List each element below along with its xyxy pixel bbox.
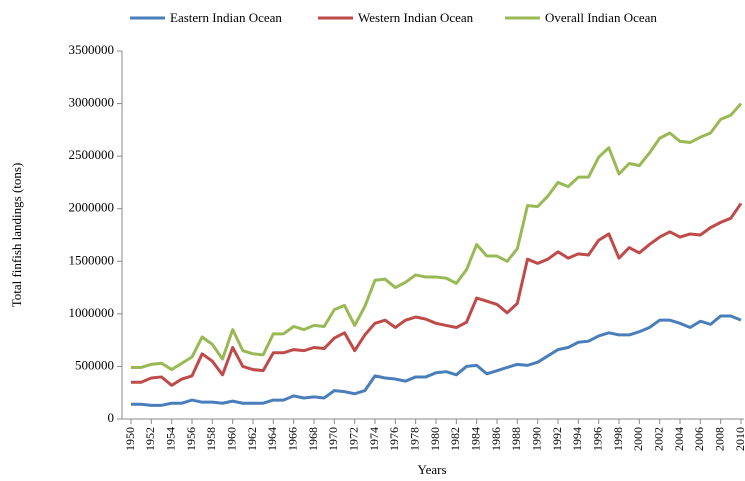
x-tick-label: 2010 bbox=[733, 427, 745, 451]
x-tick-label: 1960 bbox=[224, 427, 238, 451]
y-tick-label: 1000000 bbox=[69, 305, 115, 320]
x-tick-label: 1982 bbox=[448, 427, 462, 451]
x-tick-label: 1990 bbox=[529, 427, 543, 451]
y-axis-label: Total finfish landings (tons) bbox=[9, 163, 24, 308]
x-tick-label: 1978 bbox=[407, 427, 421, 451]
x-tick-label: 1986 bbox=[489, 427, 503, 451]
series-line bbox=[131, 202, 743, 387]
x-axis-label: Years bbox=[417, 462, 446, 477]
x-tick-label: 1950 bbox=[123, 427, 137, 451]
series-line bbox=[131, 102, 743, 372]
legend-label: Eastern Indian Ocean bbox=[170, 10, 282, 25]
y-tick-label: 2500000 bbox=[69, 147, 115, 162]
x-tick-label: 1962 bbox=[245, 427, 259, 451]
x-tick-label: 1968 bbox=[306, 427, 320, 451]
y-tick-label: 3500000 bbox=[69, 42, 115, 57]
x-tick-label: 2008 bbox=[712, 427, 726, 451]
x-tick-label: 1956 bbox=[184, 427, 198, 451]
x-tick-label: 1996 bbox=[590, 427, 604, 451]
series-line bbox=[131, 314, 742, 407]
x-tick-label: 1992 bbox=[550, 427, 564, 451]
x-tick-label: 1974 bbox=[367, 427, 381, 451]
x-tick-label: 1984 bbox=[468, 427, 482, 451]
x-tick-label: 1994 bbox=[570, 427, 584, 451]
x-tick-label: 2006 bbox=[692, 427, 706, 451]
legend-label: Western Indian Ocean bbox=[358, 10, 474, 25]
y-tick-label: 0 bbox=[108, 410, 115, 425]
legend-label: Overall Indian Ocean bbox=[545, 10, 657, 25]
x-tick-label: 1998 bbox=[611, 427, 625, 451]
x-tick-label: 1954 bbox=[163, 427, 177, 451]
x-tick-label: 1976 bbox=[387, 427, 401, 451]
x-tick-label: 1980 bbox=[428, 427, 442, 451]
y-tick-label: 2000000 bbox=[69, 200, 115, 215]
y-tick-label: 3000000 bbox=[69, 95, 115, 110]
x-tick-label: 1972 bbox=[346, 427, 360, 451]
x-tick-label: 2004 bbox=[672, 427, 686, 451]
x-tick-label: 1966 bbox=[285, 427, 299, 451]
x-tick-label: 1964 bbox=[265, 427, 279, 451]
x-tick-label: 2000 bbox=[631, 427, 645, 451]
y-tick-label: 500000 bbox=[75, 357, 114, 372]
x-tick-label: 1970 bbox=[326, 427, 340, 451]
x-tick-label: 1958 bbox=[204, 427, 218, 451]
x-tick-label: 1988 bbox=[509, 427, 523, 451]
x-tick-label: 2002 bbox=[651, 427, 665, 451]
y-tick-label: 1500000 bbox=[69, 252, 115, 267]
x-tick-label: 1952 bbox=[143, 427, 157, 451]
